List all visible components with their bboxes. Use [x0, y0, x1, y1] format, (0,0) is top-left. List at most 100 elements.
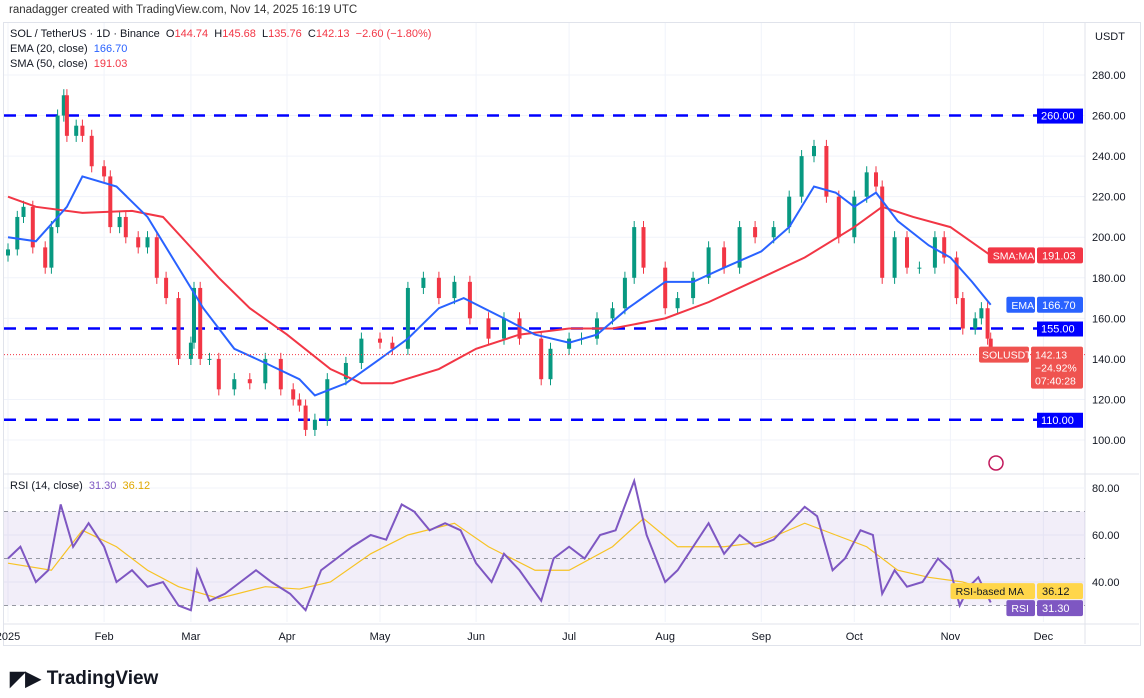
- y-tick-label: 100.00: [1092, 435, 1126, 447]
- candle: [932, 237, 937, 268]
- low-label: L: [262, 28, 269, 40]
- symbol-label[interactable]: SOL / TetherUS · 1D · Binance: [10, 28, 160, 40]
- x-tick-label: Oct: [846, 631, 863, 643]
- close-label: C: [307, 28, 316, 40]
- candle: [675, 298, 680, 309]
- candle: [390, 342, 395, 349]
- candle: [325, 379, 330, 420]
- candle: [108, 176, 113, 228]
- candle: [312, 419, 317, 430]
- candle: [917, 267, 922, 269]
- rsi-y-tick-label: 40.00: [1092, 577, 1120, 589]
- candle: [80, 125, 85, 136]
- rsi-line: [7, 477, 992, 613]
- candle: [15, 216, 20, 250]
- candle: [517, 318, 522, 339]
- rsi-legend: RSI (14, close) 31.30 36.12: [10, 480, 150, 492]
- tv-logo-icon: ◤▶: [10, 668, 41, 690]
- candle: [852, 196, 857, 238]
- candle: [192, 287, 196, 343]
- open-value: 144.74: [174, 28, 209, 40]
- rsi-ma-tag: [950, 583, 1035, 600]
- candle: [297, 399, 302, 406]
- ema-value: 166.70: [93, 43, 128, 55]
- rsi-y-tick-label: 80.00: [1092, 483, 1120, 495]
- low-value: 135.76: [268, 28, 302, 40]
- candle: [61, 95, 66, 116]
- last-price-badge-text: 142.13: [1035, 350, 1067, 362]
- candle: [405, 287, 410, 349]
- candle: [706, 247, 711, 278]
- sma-value: 191.03: [93, 58, 128, 70]
- rsi-value: 31.30: [88, 480, 117, 492]
- candle: [136, 237, 141, 248]
- candle: [43, 247, 48, 268]
- rsi-ma-value: 36.12: [1042, 586, 1070, 598]
- candle: [632, 227, 637, 278]
- level-badge: [1037, 412, 1083, 428]
- last-price-badge: [1031, 346, 1083, 389]
- candle: [21, 206, 26, 217]
- x-tick-label: Jul: [562, 631, 576, 643]
- rsi-tag: [1006, 600, 1035, 617]
- last-price-badge-text: −24.92%: [1035, 363, 1077, 375]
- candle: [663, 267, 668, 309]
- chart-frame: [3, 22, 1141, 646]
- candle: [123, 216, 128, 238]
- ema-tag: [1006, 296, 1035, 313]
- candle: [30, 206, 35, 248]
- candle: [973, 318, 978, 329]
- close-value: 142.13: [315, 28, 350, 40]
- candle: [291, 389, 296, 400]
- candle: [539, 338, 544, 380]
- currency-label: USDT: [1095, 31, 1125, 43]
- candle: [49, 227, 54, 268]
- candle: [737, 227, 742, 268]
- rsi-value-badge: [1037, 600, 1083, 617]
- tradingview-logo[interactable]: ◤▶ TradingView: [10, 666, 158, 691]
- candle: [436, 277, 441, 299]
- candle: [874, 172, 878, 187]
- candle: [979, 308, 984, 319]
- candle: [985, 308, 990, 339]
- ema-tag-label: EMA: [1011, 300, 1034, 312]
- x-tick-label: Sep: [752, 631, 772, 643]
- rsi-tag-label: RSI: [1011, 603, 1029, 615]
- brand-text: TradingView: [46, 667, 159, 689]
- y-tick-label: 220.00: [1092, 192, 1126, 204]
- y-tick-label: 280.00: [1092, 70, 1126, 82]
- level-badge: [1037, 108, 1083, 124]
- sma-tag: [987, 247, 1035, 264]
- x-tick-label: 2025: [0, 631, 20, 643]
- sma-label[interactable]: SMA (50, close): [10, 58, 88, 70]
- sma-line: [7, 195, 992, 385]
- symbol-tag: [979, 346, 1029, 363]
- candle: [303, 405, 308, 430]
- rsi-label[interactable]: RSI (14, close): [10, 480, 83, 492]
- ema-label[interactable]: EMA (20, close): [10, 43, 88, 55]
- candle: [176, 298, 181, 359]
- rsi-ma-line: [7, 517, 991, 600]
- candle: [55, 115, 60, 228]
- level-label: 155.00: [1041, 324, 1075, 336]
- y-tick-label: 120.00: [1092, 394, 1126, 406]
- candle: [102, 166, 107, 177]
- candle: [198, 287, 203, 359]
- candle: [722, 247, 727, 268]
- candle: [502, 318, 506, 339]
- x-tick-label: Apr: [278, 631, 295, 643]
- candle: [263, 358, 268, 384]
- candle: [864, 172, 869, 197]
- y-tick-label: 140.00: [1092, 354, 1126, 366]
- rsi-y-tick-label: 60.00: [1092, 530, 1120, 542]
- candle: [359, 338, 364, 363]
- credit-text: ranadagger created with TradingView.com,…: [9, 4, 358, 16]
- high-value: 145.68: [222, 28, 256, 40]
- candle: [691, 277, 696, 299]
- candle: [905, 237, 909, 268]
- lightning-icon: [988, 455, 1004, 471]
- candle: [378, 338, 382, 343]
- candle: [207, 358, 212, 360]
- x-tick-label: Aug: [655, 631, 675, 643]
